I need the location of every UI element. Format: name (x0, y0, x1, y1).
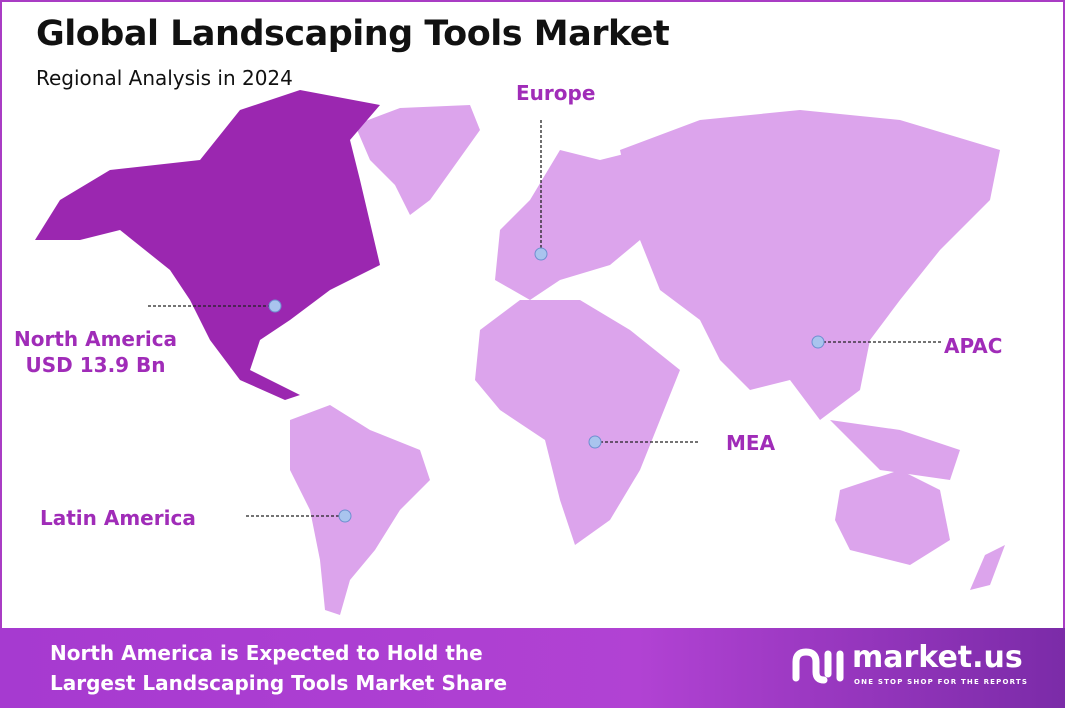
australia (835, 470, 950, 565)
asia (620, 110, 1000, 420)
new-zealand (970, 545, 1005, 590)
logo-wordmark: market.us (852, 640, 1023, 675)
region-value: USD 13.9 Bn (25, 353, 166, 377)
page-title: Global Landscaping Tools Market (36, 14, 670, 54)
label-europe: Europe (516, 81, 596, 105)
marker-latin-america (338, 509, 352, 523)
footer-text: North America is Expected to Hold the La… (50, 638, 507, 698)
south-america (290, 405, 430, 615)
marker-north-america (268, 299, 282, 313)
logo-icon (792, 648, 844, 684)
label-latin-america: Latin America (40, 506, 196, 530)
label-north-america: North America USD 13.9 Bn (14, 326, 177, 378)
footer-banner: North America is Expected to Hold the La… (0, 628, 1065, 708)
se-asia (830, 420, 960, 480)
logo-tagline: ONE STOP SHOP FOR THE REPORTS (854, 678, 1029, 686)
greenland (355, 105, 480, 215)
marker-apac (811, 335, 825, 349)
world-map (35, 90, 1005, 615)
north-america (35, 90, 380, 400)
marker-europe (534, 247, 548, 261)
africa (475, 300, 680, 545)
europe (495, 150, 650, 300)
marker-mea (588, 435, 602, 449)
market-us-logo: market.us ONE STOP SHOP FOR THE REPORTS (790, 640, 1027, 690)
page-subtitle: Regional Analysis in 2024 (36, 66, 293, 90)
label-apac: APAC (944, 334, 1003, 358)
label-mea: MEA (726, 431, 776, 455)
footer-line-1: North America is Expected to Hold the (50, 641, 483, 665)
footer-line-2: Largest Landscaping Tools Market Share (50, 671, 508, 695)
region-name: North America (14, 327, 178, 351)
